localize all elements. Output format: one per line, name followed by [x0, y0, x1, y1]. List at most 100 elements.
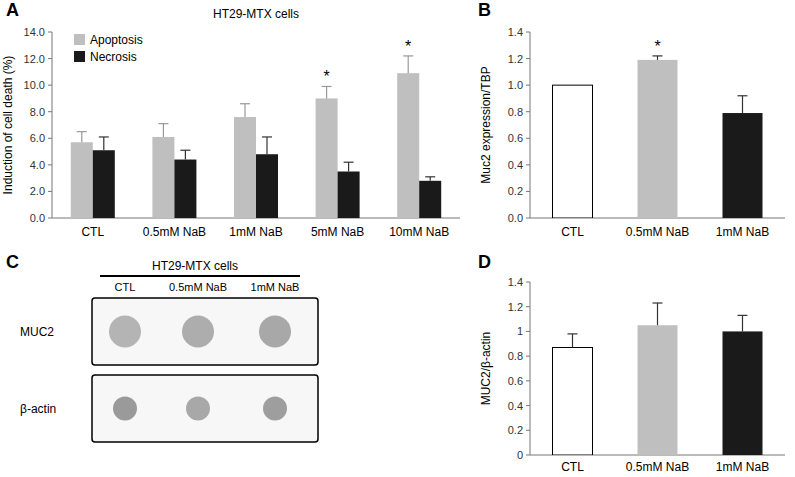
y-axis-label: MUC2/β-actin — [479, 332, 493, 406]
bar — [397, 73, 419, 218]
error-line — [572, 334, 573, 348]
error-bar — [425, 177, 435, 181]
error-cap — [99, 136, 109, 137]
figure: AHT29-MTX cellsInduction of cell death (… — [0, 0, 795, 477]
marks — [553, 56, 763, 218]
error-cap — [568, 333, 578, 334]
y-tick — [526, 282, 530, 283]
error-cap — [403, 55, 413, 56]
y-tick-label: 0.4 — [508, 159, 523, 171]
error-bar — [158, 124, 168, 137]
y-tick — [526, 331, 530, 332]
y-tick-label: 1.4 — [508, 276, 523, 288]
bar — [553, 347, 593, 455]
blot-title: HT29-MTX cells — [152, 259, 238, 273]
legend: ApoptosisNecrosis — [74, 33, 143, 64]
error-bar — [738, 96, 748, 113]
y-tick — [526, 164, 530, 165]
y-tick — [526, 405, 530, 406]
blot-spot — [182, 316, 214, 348]
error-line — [348, 162, 349, 171]
panel-letter: C — [6, 252, 19, 272]
bar — [316, 98, 338, 218]
error-bar — [180, 150, 190, 159]
error-bar — [322, 86, 332, 98]
blot-spot — [263, 397, 287, 421]
y-tick — [526, 306, 530, 307]
x-tick-label: 0.5mM NaB — [626, 460, 689, 474]
significance-marker: * — [405, 38, 411, 55]
y-tick-label: 0 — [517, 449, 523, 461]
error-cap — [653, 302, 663, 303]
error-bar — [99, 137, 109, 150]
bar — [638, 325, 678, 455]
error-line — [742, 96, 743, 113]
bar — [338, 172, 360, 219]
error-line — [742, 315, 743, 331]
y-axis — [530, 282, 531, 455]
y-tick — [526, 455, 530, 456]
significance-marker: * — [323, 68, 329, 85]
error-line — [244, 104, 245, 117]
blot-spot — [259, 316, 291, 348]
x-tick-label: 10mM NaB — [389, 225, 449, 239]
y-axis-label: Muc2 expression/TBP — [479, 66, 493, 183]
bar — [174, 160, 196, 218]
error-bar — [262, 137, 272, 154]
y-tick-label: 1.0 — [508, 79, 523, 91]
y-tick — [48, 85, 52, 86]
x-tick-label: 1mM NaB — [716, 225, 769, 239]
x-tick-label: 5mM NaB — [311, 225, 364, 239]
x-tick-label: CTL — [561, 225, 584, 239]
blot-membrane — [92, 375, 318, 442]
error-cap — [77, 131, 87, 132]
error-line — [657, 303, 658, 325]
y-tick-label: 1 — [517, 325, 523, 337]
y-tick-label: 0.8 — [508, 106, 523, 118]
bar — [71, 142, 93, 218]
error-cap — [322, 86, 332, 87]
y-tick — [48, 58, 52, 59]
chart-panel: DMUC2/β-actin00.20.40.60.811.21.4CTL0.5m… — [478, 252, 785, 474]
row-label: MUC2 — [20, 325, 54, 339]
error-cap — [738, 95, 748, 96]
legend-label: Necrosis — [90, 50, 137, 64]
y-tick-label: 1.2 — [508, 53, 523, 65]
x-tick-label: 1mM NaB — [229, 225, 282, 239]
row-label: β-actin — [20, 402, 56, 416]
panel-letter: B — [478, 0, 491, 20]
error-cap — [240, 103, 250, 104]
y-tick-label: 0.6 — [508, 375, 523, 387]
blot-bracket — [100, 275, 300, 277]
y-tick — [526, 85, 530, 86]
y-tick-label: 8.0 — [30, 106, 45, 118]
y-tick-label: 0.2 — [508, 424, 523, 436]
y-tick-label: 12.0 — [24, 53, 45, 65]
y-tick-label: 10.0 — [24, 79, 45, 91]
y-axis — [530, 32, 531, 218]
error-line — [103, 137, 104, 150]
bar — [723, 331, 763, 455]
lane-label: 1mM NaB — [251, 281, 300, 293]
error-line — [266, 137, 267, 154]
error-cap — [425, 176, 435, 177]
marks — [553, 303, 763, 455]
y-tick — [526, 191, 530, 192]
y-tick-label: 14.0 — [24, 26, 45, 38]
y-tick — [526, 356, 530, 357]
blot-spot — [113, 397, 137, 421]
bar — [256, 154, 278, 218]
y-axis — [52, 32, 53, 218]
y-tick — [526, 138, 530, 139]
y-tick — [526, 430, 530, 431]
error-cap — [653, 55, 663, 56]
x-tick-label: 0.5mM NaB — [143, 225, 206, 239]
error-bar — [653, 303, 663, 325]
error-line — [408, 56, 409, 73]
x-tick-label: 0.5mM NaB — [626, 225, 689, 239]
y-tick — [48, 191, 52, 192]
y-tick-label: 1.2 — [508, 301, 523, 313]
error-line — [326, 86, 327, 98]
blot-spot — [186, 397, 210, 421]
chart-title: HT29-MTX cells — [213, 7, 299, 21]
